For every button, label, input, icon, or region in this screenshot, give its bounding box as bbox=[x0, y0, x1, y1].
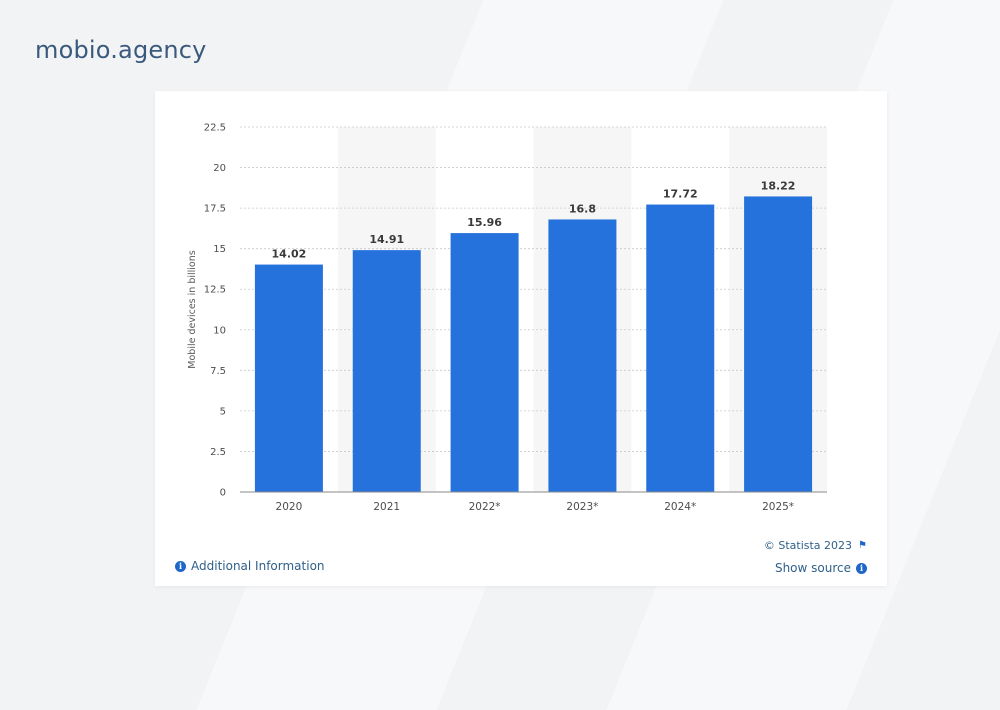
flag-icon[interactable]: ⚑ bbox=[858, 540, 867, 551]
y-axis-ticks: 0 2.5 5 7.5 10 12.5 15 17.5 20 22.5 bbox=[204, 123, 226, 499]
y-tick-label: 17.5 bbox=[204, 204, 226, 215]
copyright-link[interactable]: © Statista 2023 ⚑ bbox=[764, 539, 867, 552]
data-label: 14.91 bbox=[369, 233, 404, 246]
data-label: 14.02 bbox=[272, 248, 307, 261]
data-label: 16.8 bbox=[569, 202, 596, 215]
y-tick-label: 0 bbox=[220, 488, 226, 499]
bars bbox=[254, 196, 813, 493]
bar-2021 bbox=[352, 250, 421, 492]
y-tick-label: 10 bbox=[213, 325, 226, 336]
y-axis-label: Mobile devices in billions bbox=[187, 250, 198, 368]
info-icon: i bbox=[175, 560, 186, 572]
x-tick-label: 2025* bbox=[762, 501, 794, 513]
x-tick-label: 2022* bbox=[469, 501, 501, 513]
x-tick-label: 2024* bbox=[664, 501, 696, 513]
bar-2022* bbox=[450, 233, 519, 493]
info-icon: i bbox=[856, 562, 867, 574]
data-label: 15.96 bbox=[467, 216, 502, 229]
additional-information-label: Additional Information bbox=[191, 559, 325, 573]
show-source-link[interactable]: Show source i bbox=[775, 561, 867, 575]
y-tick-label: 22.5 bbox=[204, 123, 226, 134]
bar-2025* bbox=[744, 196, 813, 492]
x-axis-ticks: 2020 2021 2022* 2023* 2024* 2025* bbox=[276, 501, 795, 513]
data-labels: 14.02 14.91 15.96 16.8 17.72 18.22 bbox=[272, 179, 796, 260]
additional-information-link[interactable]: i Additional Information bbox=[175, 559, 325, 573]
y-tick-label: 12.5 bbox=[204, 285, 226, 296]
bar-chart: 0 2.5 5 7.5 10 12.5 15 17.5 20 22.5 14.02 14.91 15.… bbox=[187, 123, 827, 513]
x-tick-label: 2021 bbox=[373, 501, 400, 513]
show-source-label: Show source bbox=[774, 561, 851, 575]
chart-card: 0 2.5 5 7.5 10 12.5 15 17.5 20 22.5 14.02 14.91 15.… bbox=[155, 91, 887, 586]
x-tick-label: 2023* bbox=[566, 501, 598, 513]
copyright-text: © Statista 2023 bbox=[763, 539, 853, 552]
bar-2020 bbox=[254, 264, 323, 492]
y-tick-label: 20 bbox=[213, 163, 226, 174]
brand-logo: mobio.agency bbox=[35, 36, 207, 64]
y-tick-label: 5 bbox=[220, 406, 226, 417]
y-tick-label: 2.5 bbox=[210, 447, 226, 458]
bar-2024* bbox=[646, 204, 715, 492]
y-tick-label: 15 bbox=[213, 244, 226, 255]
y-tick-label: 7.5 bbox=[210, 366, 226, 377]
gridlines bbox=[240, 126, 827, 452]
data-label: 18.22 bbox=[761, 179, 796, 192]
data-label: 17.72 bbox=[663, 188, 698, 201]
x-tick-label: 2020 bbox=[276, 501, 303, 513]
bar-2023* bbox=[548, 219, 617, 492]
